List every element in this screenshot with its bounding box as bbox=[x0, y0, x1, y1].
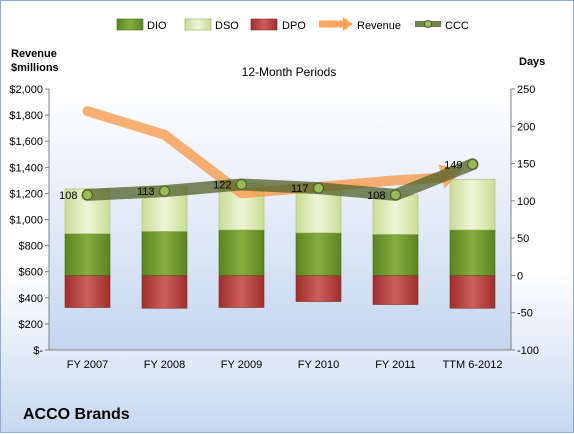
dio-bar bbox=[372, 234, 419, 276]
left-axis-label-line2: $millions bbox=[11, 62, 59, 74]
ccc-data-label: 117 bbox=[291, 183, 309, 195]
left-tick-label: $200 bbox=[19, 319, 43, 331]
left-axis-ticks: $- $200 $400 $600 $800 $1,000 $1,200 $1,400 $1,6… bbox=[9, 84, 49, 357]
dpo-bar bbox=[141, 275, 188, 309]
left-tick-label: $600 bbox=[19, 267, 43, 279]
dso-bar bbox=[449, 178, 496, 231]
ccc-data-label: 108 bbox=[367, 190, 385, 202]
x-tick-label: FY 2008 bbox=[144, 359, 185, 371]
dpo-bar bbox=[64, 275, 111, 308]
legend-label-revenue: Revenue bbox=[357, 20, 401, 32]
x-tick-label: FY 2010 bbox=[298, 359, 339, 371]
ccc-point bbox=[81, 189, 94, 201]
ccc-point bbox=[235, 178, 248, 191]
ccc-series: 108 113 122 117 108 149 bbox=[59, 158, 479, 202]
legend-swatch-dio bbox=[116, 18, 144, 31]
legend-label-dso: DSO bbox=[215, 20, 239, 32]
dio-bar bbox=[64, 233, 111, 276]
dio-bar bbox=[449, 229, 496, 276]
right-tick-label: -50 bbox=[517, 308, 533, 320]
legend-item-dpo: DPO bbox=[250, 18, 306, 32]
legend-item-dio: DIO bbox=[116, 18, 167, 32]
legend-arrow-revenue bbox=[343, 17, 353, 31]
x-tick-label: FY 2007 bbox=[67, 359, 108, 371]
x-axis-categories: FY 2007 FY 2008 FY 2009 FY 2010 FY 2011 TTM 6… bbox=[67, 359, 503, 371]
right-tick-label: -100 bbox=[517, 345, 539, 357]
left-tick-label: $- bbox=[33, 345, 43, 357]
x-tick-label: TTM 6-2012 bbox=[443, 359, 503, 371]
right-tick-label: 250 bbox=[517, 84, 535, 96]
company-name: ACCO Brands bbox=[23, 406, 130, 423]
dpo-bar bbox=[295, 275, 342, 302]
dpo-bar bbox=[372, 275, 419, 305]
right-axis-label: Days bbox=[519, 56, 545, 68]
legend-label-ccc: CCC bbox=[445, 20, 469, 32]
right-tick-label: 100 bbox=[517, 196, 535, 208]
ccc-data-label: 113 bbox=[137, 186, 155, 198]
chart-title: 12-Month Periods bbox=[242, 65, 337, 79]
ccc-point bbox=[312, 182, 325, 194]
ccc-data-label: 108 bbox=[59, 190, 77, 202]
x-tick-label: FY 2011 bbox=[375, 359, 416, 371]
ccc-point bbox=[389, 189, 402, 201]
plot-area bbox=[49, 89, 511, 350]
right-tick-label: 200 bbox=[517, 121, 535, 133]
legend-swatch-dso bbox=[184, 18, 212, 31]
legend: DIO DSO DPO Revenue CCC bbox=[116, 17, 469, 32]
left-tick-label: $1,000 bbox=[9, 215, 43, 227]
legend-item-ccc: CCC bbox=[415, 20, 469, 32]
left-tick-label: $2,000 bbox=[9, 84, 43, 96]
legend-label-dpo: DPO bbox=[282, 20, 306, 32]
ccc-line bbox=[81, 158, 479, 201]
ccc-data-label: 149 bbox=[444, 159, 462, 171]
left-tick-label: $800 bbox=[19, 241, 43, 253]
left-tick-label: $1,800 bbox=[9, 110, 43, 122]
left-tick-label: $1,400 bbox=[9, 162, 43, 174]
left-tick-label: $400 bbox=[19, 293, 43, 305]
left-axis-label-line1: Revenue bbox=[11, 48, 57, 60]
dpo-bar bbox=[218, 275, 265, 308]
left-tick-label: $1,600 bbox=[9, 136, 43, 148]
left-tick-label: $1,200 bbox=[9, 188, 43, 200]
dio-bar bbox=[218, 229, 265, 276]
dio-bar bbox=[141, 231, 188, 276]
x-tick-label: FY 2009 bbox=[221, 359, 262, 371]
dso-bar bbox=[295, 189, 342, 234]
legend-item-dso: DSO bbox=[184, 18, 239, 32]
right-axis-ticks: -100 -50 0 50 100 150 200 250 bbox=[511, 84, 539, 357]
legend-marker-ccc bbox=[424, 20, 432, 28]
right-tick-label: 50 bbox=[517, 233, 529, 245]
legend-swatch-dpo bbox=[250, 18, 278, 31]
right-tick-label: 0 bbox=[517, 270, 523, 282]
ccc-data-label: 122 bbox=[213, 179, 231, 191]
ccc-point bbox=[158, 185, 171, 197]
dso-bar bbox=[372, 194, 419, 235]
legend-label-dio: DIO bbox=[147, 20, 167, 32]
dpo-bar bbox=[449, 275, 496, 309]
legend-item-revenue: Revenue bbox=[319, 17, 401, 32]
dio-bar bbox=[295, 232, 342, 276]
right-tick-label: 150 bbox=[517, 159, 535, 171]
ccc-point bbox=[466, 158, 479, 170]
